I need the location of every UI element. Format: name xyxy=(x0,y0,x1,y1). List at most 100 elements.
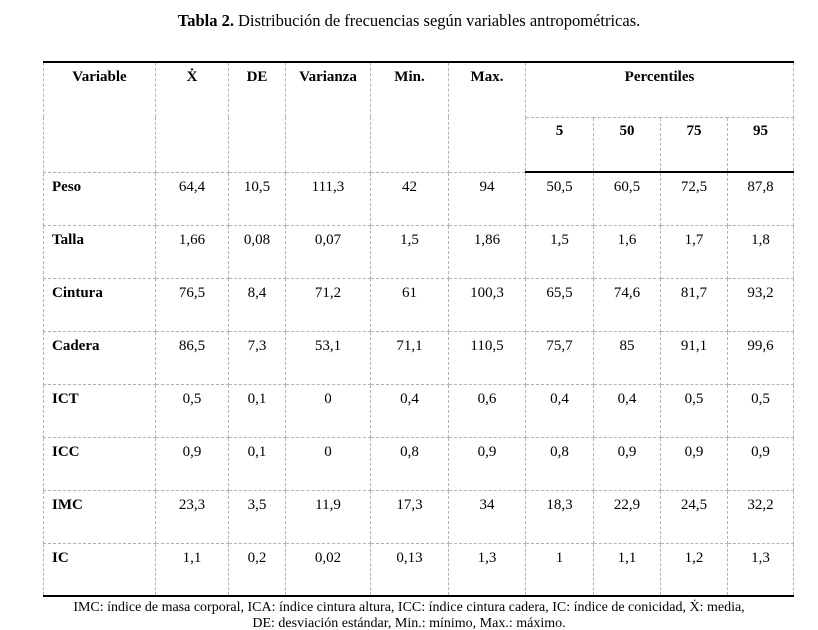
table-cell: 86,5 xyxy=(155,330,229,385)
table-cell: 1,8 xyxy=(726,224,795,279)
table-cell: 1,6 xyxy=(593,224,661,279)
table-row-peso: Peso 64,4 10,5 111,3 42 94 50,5 60,5 72,… xyxy=(43,171,795,226)
table-cell: 87,8 xyxy=(726,171,795,226)
header-row-percentile-levels: 5 50 75 95 xyxy=(44,116,795,173)
table-cell: 18,3 xyxy=(525,489,594,544)
table-cell: 0,5 xyxy=(726,383,795,438)
row-label: ICT xyxy=(43,383,156,438)
table-cell: 0,8 xyxy=(370,436,449,491)
table-caption-text: Distribución de frecuencias según variab… xyxy=(237,11,641,30)
table-footnote: IMC: índice de masa corporal, ICA: índic… xyxy=(0,600,818,630)
table-cell: 111,3 xyxy=(285,171,371,226)
column-header-mean: Ẋ xyxy=(155,61,229,173)
table-cell: 8,4 xyxy=(228,277,286,332)
table-caption: Tabla 2. Distribución de frecuencias segú… xyxy=(0,11,818,31)
column-header-p75: 75 xyxy=(660,116,728,173)
table-cell: 94 xyxy=(448,171,526,226)
column-header-p5: 5 xyxy=(525,116,594,173)
table-cell: 1,5 xyxy=(370,224,449,279)
table-cell: 24,5 xyxy=(660,489,728,544)
table-cell: 0,6 xyxy=(448,383,526,438)
table-cell: 91,1 xyxy=(660,330,728,385)
row-label: Cintura xyxy=(43,277,156,332)
table-cell: 65,5 xyxy=(525,277,594,332)
row-label: IMC xyxy=(43,489,156,544)
footnote-line-1: IMC: índice de masa corporal, ICA: índic… xyxy=(73,600,745,615)
column-header-de: DE xyxy=(228,61,286,173)
table-cell: 81,7 xyxy=(660,277,728,332)
table-cell: 50,5 xyxy=(525,171,594,226)
table-cell: 53,1 xyxy=(285,330,371,385)
table-cell: 0,1 xyxy=(228,436,286,491)
table-cell: 61 xyxy=(370,277,449,332)
table-cell: 76,5 xyxy=(155,277,229,332)
column-header-varianza: Varianza xyxy=(285,61,371,173)
anthropometric-frequency-table: Variable Ẋ DE Varianza Min. Max. Percent… xyxy=(43,61,795,597)
table-cell: 1,7 xyxy=(660,224,728,279)
table-cell: 110,5 xyxy=(448,330,526,385)
column-header-variable: Variable xyxy=(43,61,156,173)
table-cell: 0,8 xyxy=(525,436,594,491)
table-cell: 100,3 xyxy=(448,277,526,332)
table-cell: 1,66 xyxy=(155,224,229,279)
footnote-line-2: DE: desviación estándar, Min.: mínimo, M… xyxy=(252,615,566,630)
table-row-ic: IC 1,1 0,2 0,02 0,13 1,3 1 1,1 1,2 1,3 xyxy=(43,542,795,597)
table-cell: 0,08 xyxy=(228,224,286,279)
table-cell: 0,5 xyxy=(660,383,728,438)
table-cell: 99,6 xyxy=(726,330,795,385)
column-header-percentiles: Percentiles xyxy=(524,61,795,118)
table-cell: 60,5 xyxy=(593,171,661,226)
table-cell: 42 xyxy=(370,171,449,226)
table-cell: 85 xyxy=(593,330,661,385)
table-cell: 72,5 xyxy=(660,171,728,226)
table-cell: 0 xyxy=(285,383,371,438)
table-cell: 17,3 xyxy=(370,489,449,544)
table-cell: 0,02 xyxy=(285,542,371,597)
table-cell: 75,7 xyxy=(525,330,594,385)
table-cell: 1,1 xyxy=(593,542,661,597)
table-caption-label: Tabla 2. xyxy=(177,11,234,30)
table-cell: 1,2 xyxy=(660,542,728,597)
table-cell: 0,07 xyxy=(285,224,371,279)
table-cell: 1,86 xyxy=(448,224,526,279)
table-cell: 74,6 xyxy=(593,277,661,332)
table-cell: 71,1 xyxy=(370,330,449,385)
table-cell: 0,9 xyxy=(726,436,795,491)
table-cell: 93,2 xyxy=(726,277,795,332)
table-cell: 23,3 xyxy=(155,489,229,544)
table-cell: 7,3 xyxy=(228,330,286,385)
table-row-icc: ICC 0,9 0,1 0 0,8 0,9 0,8 0,9 0,9 0,9 xyxy=(43,436,795,491)
table-cell: 22,9 xyxy=(593,489,661,544)
table-row-cintura: Cintura 76,5 8,4 71,2 61 100,3 65,5 74,6… xyxy=(43,277,795,332)
table-cell: 0,9 xyxy=(155,436,229,491)
table-cell: 0,9 xyxy=(593,436,661,491)
column-header-min: Min. xyxy=(370,61,449,173)
table-cell: 10,5 xyxy=(228,171,286,226)
table-row-ict: ICT 0,5 0,1 0 0,4 0,6 0,4 0,4 0,5 0,5 xyxy=(43,383,795,438)
row-label: ICC xyxy=(43,436,156,491)
table-cell: 71,2 xyxy=(285,277,371,332)
table-cell: 34 xyxy=(448,489,526,544)
header-row-top: Variable Ẋ DE Varianza Min. Max. Percent… xyxy=(43,61,795,173)
table-row-imc: IMC 23,3 3,5 11,9 17,3 34 18,3 22,9 24,5… xyxy=(43,489,795,544)
table-cell: 1,3 xyxy=(448,542,526,597)
column-header-p50: 50 xyxy=(593,116,661,173)
table-cell: 0,4 xyxy=(593,383,661,438)
table-cell: 0,2 xyxy=(228,542,286,597)
table-cell: 0,9 xyxy=(448,436,526,491)
table-cell: 0,5 xyxy=(155,383,229,438)
table-cell: 0,4 xyxy=(370,383,449,438)
table-cell: 1,1 xyxy=(155,542,229,597)
table-cell: 1 xyxy=(525,542,594,597)
table-cell: 0,13 xyxy=(370,542,449,597)
table-cell: 0 xyxy=(285,436,371,491)
row-label: IC xyxy=(43,542,156,597)
table-row-cadera: Cadera 86,5 7,3 53,1 71,1 110,5 75,7 85 … xyxy=(43,330,795,385)
table-cell: 64,4 xyxy=(155,171,229,226)
table-cell: 11,9 xyxy=(285,489,371,544)
column-header-p95: 95 xyxy=(726,116,795,173)
table-cell: 1,5 xyxy=(525,224,594,279)
table-cell: 32,2 xyxy=(726,489,795,544)
table-cell: 0,1 xyxy=(228,383,286,438)
